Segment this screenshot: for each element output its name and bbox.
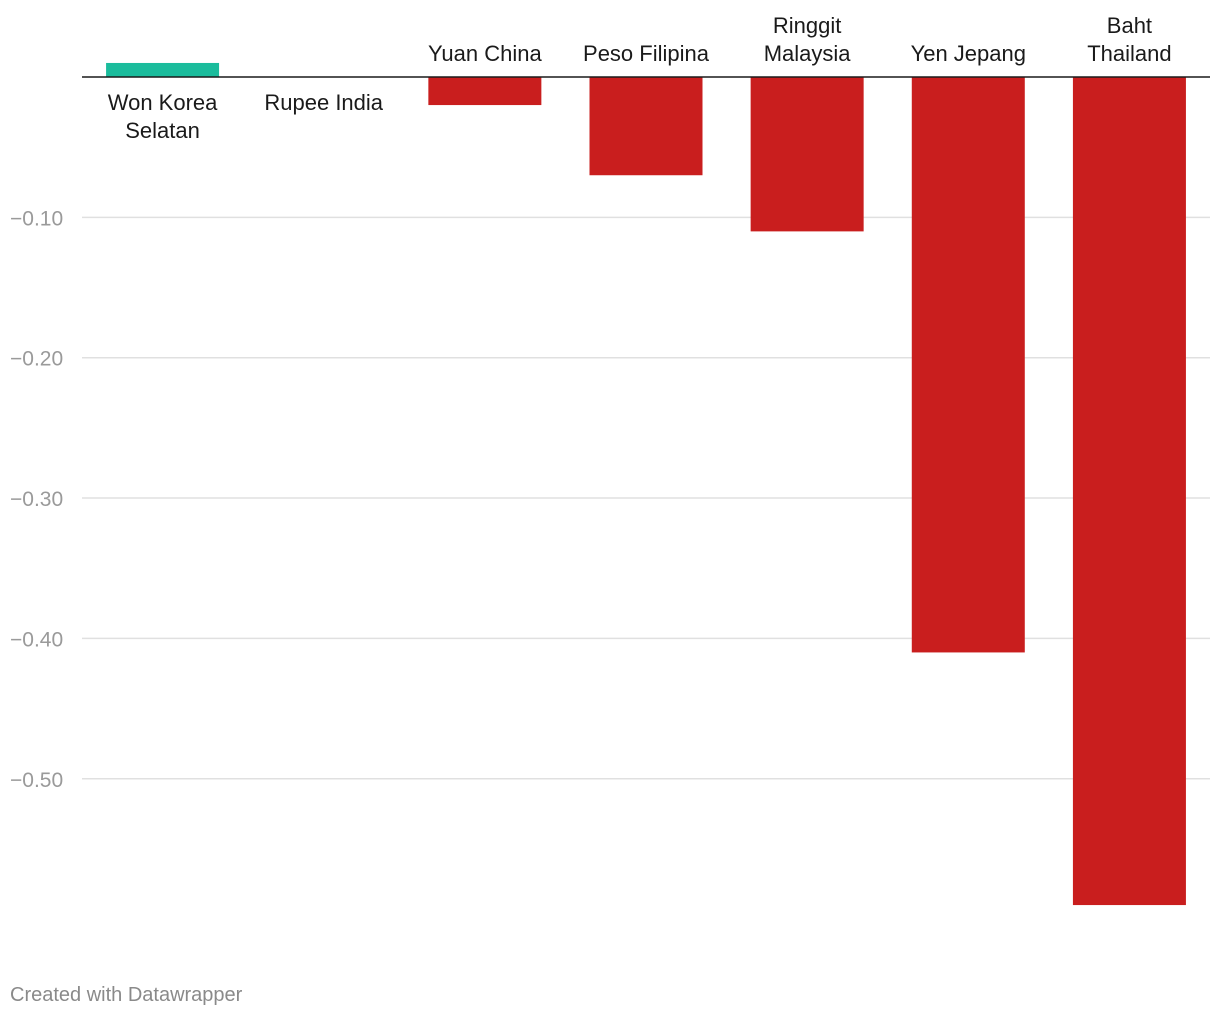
grid-layer: −0.10 −0.20 −0.30 −0.40 −0.50 [10, 207, 1210, 792]
bar-chart: −0.10 −0.20 −0.30 −0.40 −0.50 Won Korea Selat… [10, 13, 1210, 906]
y-tick-label: −0.20 [10, 348, 63, 371]
category-label: Rupee India [264, 90, 383, 115]
category-label: Won Korea [108, 90, 218, 115]
bar[interactable] [428, 77, 542, 106]
footer-credit[interactable]: Created with Datawrapper [10, 984, 243, 1006]
bar[interactable] [911, 77, 1025, 653]
category-label-layer: Won Korea Selatan Rupee India Yuan China Pes… [108, 13, 1172, 143]
category-label: Ringgit [773, 13, 841, 38]
bar-layer [106, 62, 1186, 906]
category-label: Selatan [125, 118, 200, 143]
y-tick-label: −0.30 [10, 488, 63, 511]
category-label: Peso Filipina [583, 41, 710, 66]
bar[interactable] [750, 77, 864, 232]
y-tick-label: −0.50 [10, 769, 63, 792]
bar[interactable] [106, 62, 220, 77]
y-tick-label: −0.40 [10, 628, 63, 651]
category-label: Yuan China [428, 41, 543, 66]
y-tick-label: −0.10 [10, 207, 63, 230]
bar[interactable] [1072, 77, 1186, 906]
category-label: Baht [1107, 13, 1152, 38]
category-label: Malaysia [764, 41, 852, 66]
category-label: Thailand [1087, 41, 1171, 66]
category-label: Yen Jepang [911, 41, 1026, 66]
bar[interactable] [589, 77, 703, 176]
